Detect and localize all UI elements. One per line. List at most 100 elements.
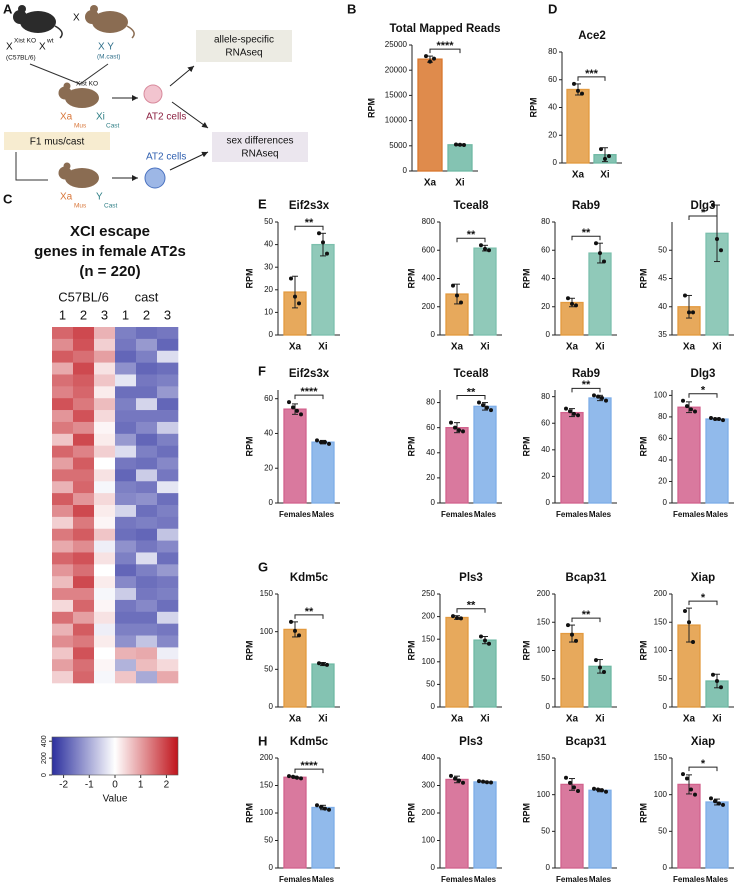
heatmap-cell xyxy=(52,457,74,470)
f1-label: F1 mus/cast xyxy=(30,137,85,148)
significance-bracket xyxy=(688,393,718,398)
heatmap-cell xyxy=(115,386,137,399)
x-tick-label: Males xyxy=(589,510,612,519)
heatmap-cell xyxy=(136,481,158,494)
y-axis-label: RPM xyxy=(244,437,254,457)
panel-label: C xyxy=(3,191,13,206)
heatmap-cell xyxy=(73,588,95,601)
heatmap-cell xyxy=(94,505,116,518)
heatmap-cell xyxy=(73,611,95,624)
heatmap-cell xyxy=(73,647,95,660)
data-point xyxy=(485,780,489,785)
y-tick-label: 50 xyxy=(426,680,435,689)
hist-tick-label: 400 xyxy=(41,735,48,747)
heatmap-cell xyxy=(73,350,95,363)
column-label: 2 xyxy=(143,307,150,322)
significance-label: *** xyxy=(585,68,599,80)
data-point xyxy=(477,400,481,405)
data-point xyxy=(711,203,715,208)
data-point xyxy=(713,417,717,422)
heatmap-cell xyxy=(136,528,158,541)
significance-bracket xyxy=(688,600,718,606)
data-point xyxy=(566,623,570,628)
heatmap-cell xyxy=(73,374,95,387)
y-tick-label: 0 xyxy=(431,498,436,507)
significance-bracket xyxy=(577,76,606,81)
heatmap-cell xyxy=(115,338,137,352)
panel-label: A xyxy=(3,1,13,16)
y-tick-label: 100 xyxy=(654,390,668,399)
y-tick-label: 20 xyxy=(541,472,550,481)
heatmap-cell xyxy=(136,445,158,458)
heatmap-cell xyxy=(136,671,158,684)
heatmap-cell xyxy=(136,374,158,387)
heatmap-cell xyxy=(157,410,179,423)
heatmap-cell xyxy=(73,599,95,613)
heatmap-cell xyxy=(157,671,179,684)
panel-label: F xyxy=(258,363,266,378)
heatmap-cell xyxy=(136,564,158,577)
bar xyxy=(311,243,335,336)
mouse-icon xyxy=(13,5,63,39)
error-bar xyxy=(569,408,575,418)
data-point xyxy=(602,259,606,264)
heatmap-cell xyxy=(52,611,74,624)
box xyxy=(212,132,308,162)
data-point xyxy=(481,403,485,408)
heatmap-cell xyxy=(52,386,74,399)
x-tick-label: Xi xyxy=(480,714,490,725)
data-point xyxy=(607,154,611,159)
heatmap-cell xyxy=(115,599,137,613)
data-point xyxy=(459,616,463,621)
heatmap-cell xyxy=(94,433,116,446)
colorbar-label: Value xyxy=(103,794,128,805)
heatmap-cell xyxy=(52,493,74,506)
heatmap-cell xyxy=(73,576,95,589)
heatmap-cell xyxy=(52,338,74,352)
x-tick-label: Females xyxy=(279,875,312,884)
heatmap-cell xyxy=(52,433,74,446)
x-tick-label: Females xyxy=(673,510,706,519)
y-tick-label: 50 xyxy=(541,674,550,683)
data-point xyxy=(461,429,465,434)
heatmap-cell xyxy=(136,386,158,399)
cross-symbol: X xyxy=(73,13,80,24)
y-tick-label: 20 xyxy=(264,285,273,294)
y-tick-label: 400 xyxy=(422,274,436,283)
panel-label: G xyxy=(258,559,268,574)
data-point xyxy=(719,248,723,253)
significance-label: ** xyxy=(305,606,314,618)
genotype-sup: Xist KO xyxy=(76,81,98,88)
y-tick-label: 10000 xyxy=(385,116,408,125)
y-tick-label: 150 xyxy=(654,617,668,626)
bar xyxy=(445,778,469,869)
heatmap-cell xyxy=(73,635,95,648)
box-text: sex differences xyxy=(226,136,293,147)
column-label: 2 xyxy=(80,307,87,322)
bar xyxy=(283,408,307,504)
heatmap-cell xyxy=(136,505,158,518)
heatmap-cell xyxy=(94,540,116,553)
y-tick-label: 80 xyxy=(548,47,557,56)
y-tick-label: 100 xyxy=(537,646,551,655)
colorbar-tick-label: 2 xyxy=(164,780,170,791)
y-tick-label: 200 xyxy=(654,589,668,598)
heatmap-cell xyxy=(94,576,116,589)
y-axis-label: RPM xyxy=(521,269,531,289)
heatmap-cell xyxy=(115,552,137,565)
heatmap-cell xyxy=(157,457,179,470)
heatmap-cell xyxy=(115,659,137,672)
heatmap-cell xyxy=(94,528,116,541)
heatmap-cell xyxy=(136,588,158,601)
y-tick-label: 0 xyxy=(269,863,274,872)
genotype: X Y xyxy=(98,42,114,53)
significance-label: * xyxy=(701,385,706,397)
y-tick-label: 20 xyxy=(426,473,435,482)
heatmap-cell xyxy=(157,588,179,601)
heatmap-cell xyxy=(157,516,179,530)
data-point xyxy=(600,395,604,400)
data-point xyxy=(689,787,693,792)
bar xyxy=(677,406,701,504)
error-bar xyxy=(686,401,692,414)
